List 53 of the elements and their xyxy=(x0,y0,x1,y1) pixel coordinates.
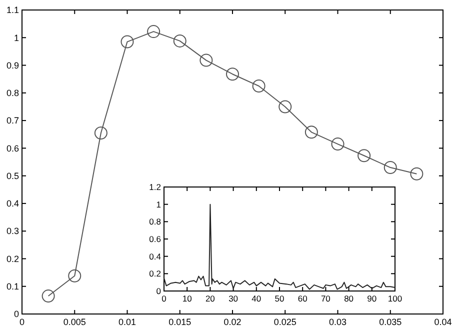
point xyxy=(410,167,424,180)
y-tick-label: 0.4 xyxy=(149,251,162,262)
point xyxy=(94,126,108,140)
y-tick-label: 0.8 xyxy=(149,216,162,227)
point xyxy=(42,290,55,303)
y-tick-label: 1.1 xyxy=(6,5,19,16)
x-tick-label: 0.02 xyxy=(224,317,242,327)
point xyxy=(331,138,344,151)
y-tick-label: 0.4 xyxy=(6,198,19,209)
x-tick-label: 70 xyxy=(320,294,331,304)
x-tick-label: 0.015 xyxy=(168,317,192,327)
point xyxy=(200,54,213,67)
x-tick-label: 50 xyxy=(274,294,284,304)
point xyxy=(304,126,318,139)
x-tick-label: 0.04 xyxy=(434,317,452,327)
point xyxy=(68,269,82,282)
x-tick-label: 10 xyxy=(182,294,192,304)
y-tick-label: 0.2 xyxy=(6,254,19,264)
x-tick-label: 100 xyxy=(388,294,402,304)
line-series xyxy=(164,204,396,290)
x-tick-label: 20 xyxy=(205,294,216,304)
y-tick-label: 1 xyxy=(156,199,162,210)
y-tick-label: 0.3 xyxy=(6,226,19,236)
x-tick-label: 90 xyxy=(367,294,377,304)
y-tick-label: 0.2 xyxy=(149,268,162,279)
y-tick-label: 0.6 xyxy=(6,143,19,154)
point xyxy=(226,68,239,81)
x-tick-label: 30 xyxy=(228,294,238,304)
point xyxy=(278,100,292,114)
x-tick-label: 0.025 xyxy=(274,317,296,327)
y-tick-label: 1 xyxy=(14,32,19,43)
x-tick-label: 60 xyxy=(298,294,308,304)
y-tick-label: 0.8 xyxy=(6,88,19,98)
point xyxy=(147,25,160,38)
x-tick-label: 0.01 xyxy=(118,317,136,327)
y-tick-label: 0 xyxy=(156,286,162,296)
y-tick-label: 0.1 xyxy=(6,282,19,292)
x-tick-label: 80 xyxy=(344,294,354,304)
y-tick-label: 0.5 xyxy=(6,170,19,181)
y-tick-label: 0.9 xyxy=(6,60,19,70)
x-tick-label: 40 xyxy=(252,294,262,304)
point xyxy=(120,35,134,48)
x-tick-label: 0.005 xyxy=(63,317,86,327)
point xyxy=(358,149,371,162)
x-tick-label: 0.035 xyxy=(379,317,402,327)
y-tick-label: 0 xyxy=(14,309,19,320)
point xyxy=(384,161,397,174)
point xyxy=(252,80,266,92)
y-tick-label: 1.2 xyxy=(149,182,162,192)
point xyxy=(173,34,186,48)
x-tick-label: 0.03 xyxy=(328,317,347,327)
y-tick-label: 0.7 xyxy=(6,116,19,126)
y-tick-label: 0.6 xyxy=(149,234,162,244)
